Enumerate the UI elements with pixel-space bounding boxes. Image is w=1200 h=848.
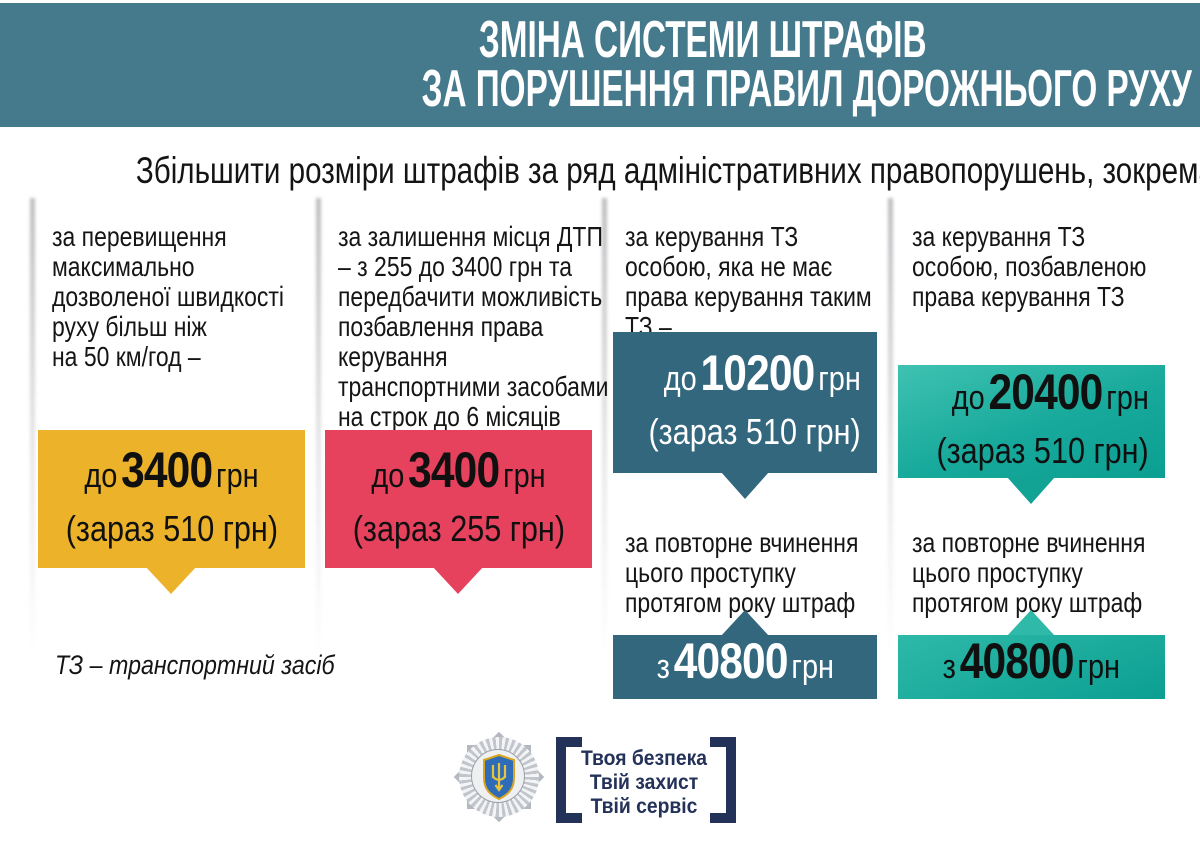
fine-note-line: (зараз 510 грн) (936, 430, 1149, 471)
fine-amount-line: до 20400 грн (951, 364, 1149, 420)
pointer-down-icon (1007, 477, 1055, 504)
fine-box-no-license: до 10200 грн (зараз 510 грн) (613, 332, 877, 473)
column-3-repeat-text: за повторне вчинення цього проступку про… (625, 527, 859, 618)
column-4-description: за керування ТЗ особою, позбавленою прав… (912, 221, 1147, 312)
fine-box-speeding: до 3400 грн (зараз 510 грн) (38, 430, 305, 568)
pointer-up-icon (1007, 610, 1055, 636)
police-slogan: Твоя безпека Твій захист Твій сервіс (580, 747, 707, 818)
repeat-fine-box: з 40800 грн (898, 635, 1165, 699)
footnote-abbreviation: ТЗ – транспортний засіб (55, 650, 335, 680)
subtitle: Збільшити розміри штрафів за ряд адмініс… (135, 150, 1200, 191)
column-3-description: за керування ТЗ особою, яка не має права… (625, 221, 872, 342)
column-divider-shadow (30, 198, 35, 676)
fine-amount-line: з 40800 грн (942, 632, 1121, 689)
column-divider-shadow (602, 198, 607, 676)
pointer-down-icon (145, 566, 197, 594)
fine-amount-line: з 40800 грн (656, 632, 834, 689)
fine-box-revoked-license: до 20400 грн (зараз 510 грн) (898, 365, 1165, 478)
page-title: ЗМІНА СИСТЕМИ ШТРАФІВ ЗА ПОРУШЕННЯ ПРАВИ… (205, 11, 1200, 118)
column-4-repeat-text: за повторне вчинення цього проступку про… (912, 527, 1146, 618)
right-bracket-icon (710, 737, 736, 823)
pointer-down-icon (721, 472, 769, 499)
trident-shield-icon (483, 754, 515, 800)
fine-amount-line: до 3400 грн (84, 441, 259, 498)
column-divider-shadow (888, 198, 893, 676)
fine-amount-line: до 10200 грн (663, 345, 861, 401)
column-1-description: за перевищення максимально дозволеної шв… (52, 221, 285, 372)
fine-note-line: (зараз 510 грн) (648, 411, 861, 452)
column-2-description: за залишення місця ДТП – з 255 до 3400 г… (338, 221, 609, 432)
pointer-up-icon (721, 610, 769, 636)
pointer-down-icon (432, 566, 484, 594)
column-divider-shadow (316, 198, 321, 676)
header-band: ЗМІНА СИСТЕМИ ШТРАФІВ ЗА ПОРУШЕННЯ ПРАВИ… (0, 3, 1200, 127)
fine-note-line: (зараз 255 грн) (352, 507, 565, 549)
fine-amount-line: до 3400 грн (371, 441, 546, 498)
police-badge-icon (452, 730, 546, 824)
fine-note-line: (зараз 510 грн) (65, 507, 278, 549)
fine-box-leaving-accident: до 3400 грн (зараз 255 грн) (325, 430, 592, 568)
left-bracket-icon (556, 737, 582, 823)
page-title-line-1: ЗМІНА СИСТЕМИ ШТРАФІВ (478, 11, 927, 69)
repeat-fine-box: з 40800 грн (613, 635, 877, 699)
page-title-line-2: ЗА ПОРУШЕННЯ ПРАВИЛ ДОРОЖНЬОГО РУХУ (421, 60, 1192, 118)
